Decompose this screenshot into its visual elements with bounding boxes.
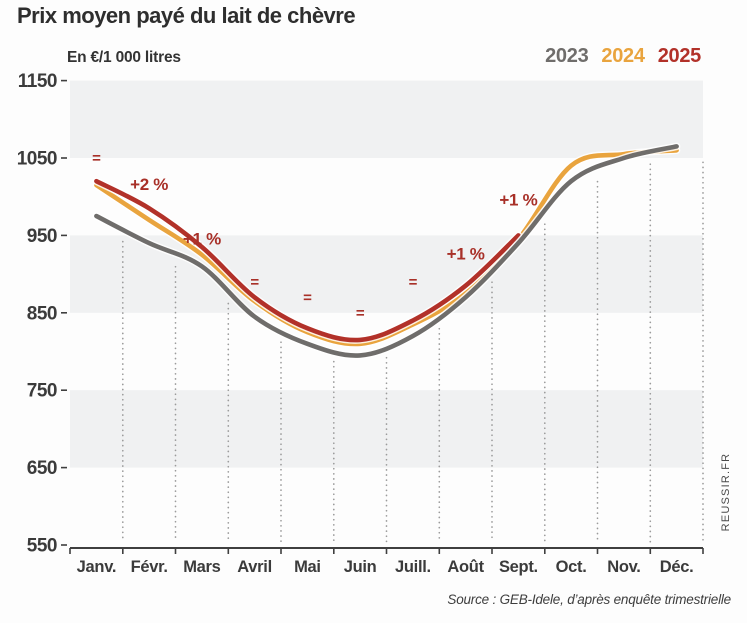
month-label: Mai	[294, 558, 321, 576]
x-axis	[61, 79, 704, 554]
month-label: Févr.	[131, 558, 168, 576]
month-label: Déc.	[660, 558, 694, 576]
y-tick-label: 950	[27, 226, 57, 247]
legend-item-2025: 2025	[657, 45, 702, 67]
legend-item-2024: 2024	[601, 45, 645, 67]
series-line-2025	[94, 178, 521, 343]
month-label: Nov.	[607, 558, 640, 576]
series-2023	[92, 142, 681, 360]
month-label: Juill.	[395, 558, 431, 576]
y-axis-labels: 1150 1050 950 850 750 650 550	[17, 71, 58, 557]
month-label: Mars	[183, 558, 220, 576]
annotation-Mai: =	[303, 289, 312, 306]
annotation-Févr.: +2 %	[130, 175, 168, 194]
legend: 2023 2024 2025	[545, 45, 701, 68]
y-tick-label: 750	[27, 381, 57, 402]
y-tick-label: 850	[27, 303, 57, 324]
annotation-Mars: +1 %	[183, 229, 221, 248]
annotation-Juill.: =	[409, 274, 418, 291]
annotation-Août: +1 %	[447, 245, 485, 264]
y-tick-label: 650	[27, 458, 57, 479]
unit-label: En €/1 000 litres	[67, 49, 181, 66]
y-tick-label: 1150	[18, 71, 57, 92]
series-line-2023	[94, 144, 679, 358]
dotted-gridlines	[121, 161, 704, 543]
month-label: Août	[447, 558, 484, 576]
month-label: Janv.	[77, 558, 116, 576]
annotation-Janv.: =	[92, 150, 101, 167]
annotation-Juin: =	[356, 305, 365, 322]
change-annotations: = +2 % +1 % = = = = +1 % +1 %	[92, 150, 538, 322]
source-credit: Source : GEB-Idele, d’après enquête trim…	[447, 592, 731, 607]
annotation-Sept.: +1 %	[499, 191, 537, 210]
month-label: Avril	[237, 558, 272, 576]
month-label: Sept.	[499, 558, 538, 576]
annotation-Avril: =	[250, 274, 259, 291]
month-label: Juin	[344, 558, 377, 576]
y-tick-label: 1050	[17, 149, 57, 170]
reussir-watermark: REUSSIR.FR	[720, 452, 732, 532]
series-2025	[92, 177, 523, 344]
month-label: Oct.	[556, 558, 587, 576]
chart-title: Prix moyen payé du lait de chèvre	[17, 3, 356, 28]
x-axis-labels: Janv. Févr. Mars Avril Mai Juin Juill. Août Sept…	[77, 558, 694, 576]
legend-item-2023: 2023	[545, 45, 589, 67]
y-tick-label: 550	[27, 536, 57, 557]
